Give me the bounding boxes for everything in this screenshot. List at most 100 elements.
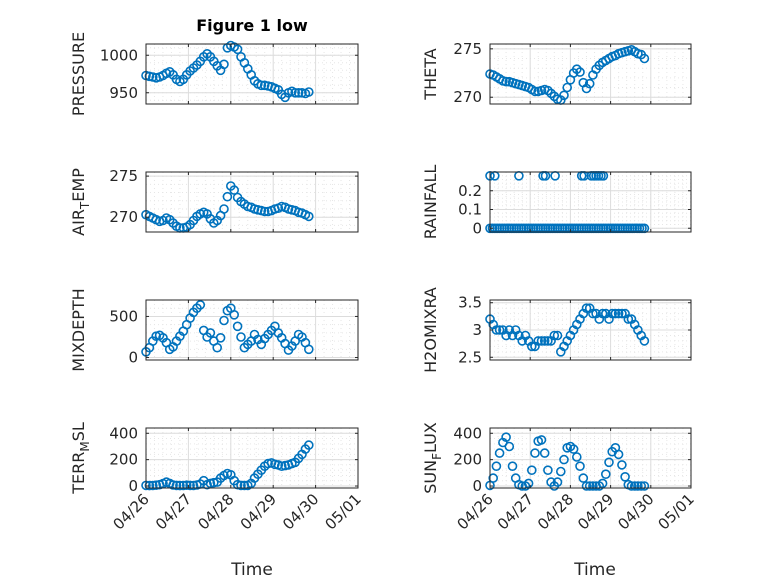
data-point <box>626 481 637 491</box>
data-point <box>617 308 627 319</box>
data-point <box>588 481 598 491</box>
plot-area <box>490 428 691 488</box>
subplot-4: 00.10.2 RAINFALL <box>421 165 692 240</box>
data-point <box>610 308 621 319</box>
data-point <box>584 481 595 491</box>
axes-box <box>145 43 359 105</box>
figure-title: Figure 1 low <box>196 16 308 35</box>
data-series <box>485 44 650 105</box>
y-tick-label: 2.5 <box>458 348 482 366</box>
data-point <box>188 480 199 491</box>
data-point <box>526 341 537 352</box>
data-point <box>543 465 553 476</box>
data-point <box>507 461 518 472</box>
data-point <box>168 480 178 490</box>
data-point <box>151 480 161 491</box>
data-point <box>293 88 304 98</box>
data-point <box>303 344 314 355</box>
data-point <box>588 308 598 319</box>
data-point <box>581 481 592 491</box>
data-point <box>229 185 239 195</box>
data-point <box>148 480 158 491</box>
data-point <box>578 473 589 483</box>
y-tick-label: 0 <box>128 349 138 367</box>
x-axis-label-left: Time <box>230 560 273 580</box>
y-tick-label: 400 <box>109 424 138 442</box>
data-point <box>571 452 582 462</box>
y-axis-label: THETA <box>421 48 440 100</box>
subplot-2: 270 275 THETA <box>421 40 692 106</box>
data-point <box>501 432 511 443</box>
data-point <box>613 449 624 460</box>
data-point <box>559 90 569 101</box>
data-point <box>600 469 611 480</box>
data-point <box>636 481 647 491</box>
data-series <box>141 181 314 233</box>
data-point <box>178 480 189 491</box>
data-point <box>552 330 563 341</box>
data-series <box>141 300 314 357</box>
data-point <box>552 477 563 487</box>
data-point <box>536 435 547 445</box>
data-point <box>195 300 206 310</box>
y-tick-label: 0 <box>128 477 138 495</box>
data-point <box>303 211 314 222</box>
plot-area <box>146 300 358 360</box>
data-point <box>575 67 585 77</box>
y-tick-label: 270 <box>453 88 482 106</box>
subplot-1: 950 1000 PRESSURE <box>69 32 359 116</box>
data-point <box>597 308 608 319</box>
data-point <box>581 303 592 314</box>
plot-area <box>490 44 691 104</box>
data-point <box>555 466 566 477</box>
y-tick-label: 1000 <box>100 46 138 64</box>
data-point <box>276 461 287 472</box>
data-point <box>604 457 614 468</box>
y-axis-label: H2OMIXRA <box>421 287 440 373</box>
data-point <box>236 480 246 491</box>
data-point <box>144 480 155 491</box>
data-series <box>485 432 650 491</box>
data-point <box>229 309 239 320</box>
data-point <box>215 332 226 343</box>
y-tick-label: 275 <box>109 167 138 185</box>
data-point <box>639 336 650 346</box>
y-tick-label: 3 <box>472 321 482 339</box>
data-point <box>584 78 595 89</box>
data-point <box>232 44 243 55</box>
plot-area <box>146 428 358 488</box>
data-point <box>536 336 547 346</box>
data-series <box>141 40 314 103</box>
axes-box <box>145 171 359 233</box>
y-axis-label: RAINFALL <box>421 165 440 240</box>
data-point <box>501 76 511 87</box>
data-point <box>629 481 640 491</box>
data-point <box>623 314 634 324</box>
data-point <box>494 325 505 335</box>
data-point <box>568 444 579 454</box>
data-point <box>620 471 630 482</box>
data-point <box>597 478 608 489</box>
y-axis-label: SUNFLUX <box>421 422 444 494</box>
data-point <box>256 80 267 91</box>
y-tick-label: 0 <box>472 219 482 237</box>
data-point <box>633 481 643 491</box>
plot-area <box>146 44 358 104</box>
axes-box <box>489 171 692 233</box>
y-tick-label: 0.2 <box>458 182 482 200</box>
data-point <box>205 328 216 338</box>
axes-box <box>489 427 692 489</box>
data-point <box>617 460 627 470</box>
data-point <box>488 473 499 483</box>
plot-area <box>146 172 358 232</box>
subplot-6: 2.5 3 3.5 H2OMIXRA <box>421 287 692 373</box>
data-point <box>219 204 229 214</box>
axes-box <box>489 43 692 105</box>
data-point <box>639 53 650 64</box>
data-point <box>232 321 243 332</box>
data-point <box>494 448 505 458</box>
data-point <box>219 59 229 70</box>
y-axis-label: PRESSURE <box>69 32 88 116</box>
